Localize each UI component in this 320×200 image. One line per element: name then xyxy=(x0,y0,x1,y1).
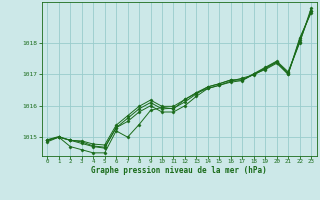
X-axis label: Graphe pression niveau de la mer (hPa): Graphe pression niveau de la mer (hPa) xyxy=(91,166,267,175)
